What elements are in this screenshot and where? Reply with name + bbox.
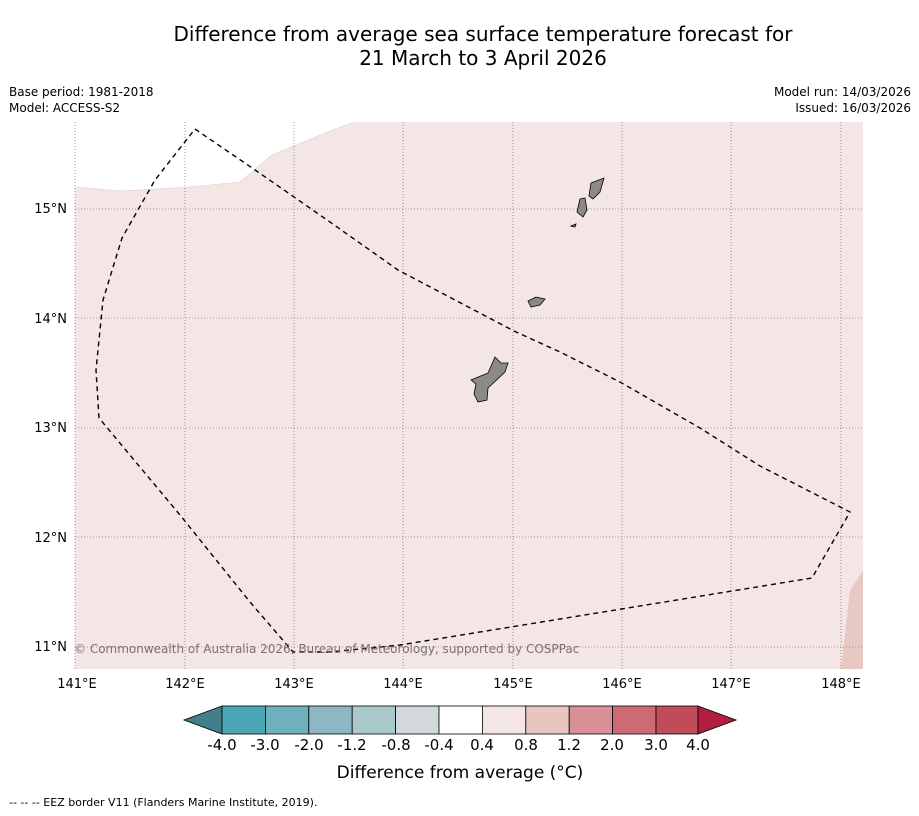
colorbar-label: 4.0 bbox=[686, 736, 710, 754]
guam-island bbox=[470, 356, 509, 403]
colorbar-label: 2.0 bbox=[600, 736, 624, 754]
colorbar-label: 0.8 bbox=[514, 736, 538, 754]
colorbar-segment-2 bbox=[264, 705, 310, 735]
warm-anomaly-patch bbox=[841, 571, 863, 669]
model-name: Model: ACCESS-S2 bbox=[9, 101, 121, 115]
colorbar-segment-3 bbox=[308, 705, 353, 735]
colorbar-label: 0.4 bbox=[470, 736, 494, 754]
colorbar-label: -1.2 bbox=[337, 736, 367, 754]
lat-label-14: 14°N bbox=[34, 312, 67, 327]
tinian-island bbox=[576, 197, 588, 218]
model-run: Model run: 14/03/2026 bbox=[773, 85, 911, 99]
colorbar-segment-1 bbox=[221, 705, 266, 735]
colorbar-label: 1.2 bbox=[557, 736, 581, 754]
lon-label-143: 143°E bbox=[274, 677, 314, 692]
colorbar-segment-10 bbox=[612, 705, 657, 735]
lat-label-12: 12°N bbox=[34, 531, 67, 546]
issued-date: Issued: 16/03/2026 bbox=[795, 101, 911, 115]
colorbar-label: -3.0 bbox=[250, 736, 280, 754]
lon-label-145: 145°E bbox=[493, 677, 533, 692]
chart-title: Difference from average sea surface temp… bbox=[60, 22, 906, 70]
meta-right: Model run: 14/03/2026 Issued: 16/03/2026 bbox=[774, 84, 911, 116]
title-line-1: Difference from average sea surface temp… bbox=[173, 22, 793, 46]
colorbar-segment-6 bbox=[438, 705, 483, 735]
colorbar-label: -0.4 bbox=[424, 736, 454, 754]
colorbar-segment-11 bbox=[655, 705, 699, 735]
colorbar-label: -2.0 bbox=[294, 736, 324, 754]
colorbar-extend-low bbox=[182, 705, 223, 735]
lon-label-147: 147°E bbox=[711, 677, 751, 692]
rota-island bbox=[527, 296, 546, 308]
colorbar-segment-5 bbox=[395, 705, 440, 735]
lon-label-142: 142°E bbox=[165, 677, 205, 692]
lat-label-15: 15°N bbox=[34, 202, 67, 217]
colorbar-segment-8 bbox=[525, 705, 570, 735]
sea-anomaly-field bbox=[75, 122, 863, 669]
eez-legend-note: -- -- -- EEZ border V11 (Flanders Marine… bbox=[9, 796, 318, 809]
copyright-notice: © Commonwealth of Australia 2026, Bureau… bbox=[74, 642, 579, 656]
lat-label-13: 13°N bbox=[34, 421, 67, 436]
meta-left: Base period: 1981-2018 Model: ACCESS-S2 bbox=[9, 84, 154, 116]
colorbar-segment-4 bbox=[351, 705, 397, 735]
colorbar-segment-9 bbox=[568, 705, 614, 735]
lon-label-148: 148°E bbox=[821, 677, 861, 692]
aguijan-island bbox=[569, 223, 577, 228]
colorbar-label: -4.0 bbox=[207, 736, 237, 754]
base-period: Base period: 1981-2018 bbox=[9, 85, 154, 99]
eez-border bbox=[95, 128, 851, 653]
colorbar-extend-high bbox=[697, 705, 738, 735]
colorbar-label: 3.0 bbox=[644, 736, 668, 754]
title-line-2: 21 March to 3 April 2026 bbox=[359, 46, 607, 70]
colorbar-title: Difference from average (°C) bbox=[336, 763, 584, 783]
lon-label-144: 144°E bbox=[383, 677, 423, 692]
saipan-island bbox=[588, 177, 605, 200]
lat-label-11: 11°N bbox=[34, 640, 67, 655]
lon-label-146: 146°E bbox=[602, 677, 642, 692]
lon-label-141: 141°E bbox=[57, 677, 97, 692]
colorbar-label: -0.8 bbox=[381, 736, 411, 754]
colorbar bbox=[182, 705, 738, 735]
gridlines bbox=[74, 122, 863, 669]
no-data-region bbox=[75, 122, 355, 191]
colorbar-segment-7 bbox=[481, 705, 527, 735]
